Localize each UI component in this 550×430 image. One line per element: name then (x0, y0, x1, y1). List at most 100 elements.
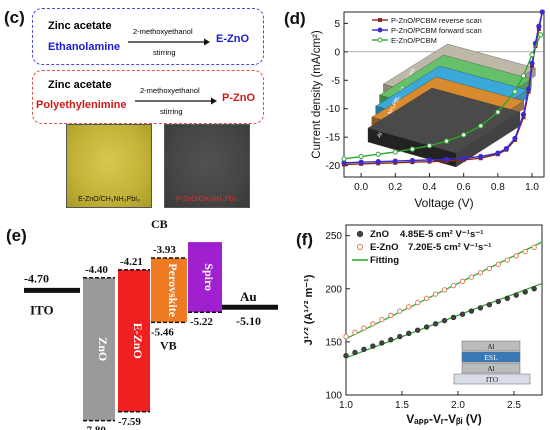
data-point (406, 304, 412, 310)
data-point (459, 278, 466, 285)
data-point (361, 346, 367, 353)
y-tick-label: -5 (331, 76, 340, 87)
data-point (358, 159, 364, 165)
data-point (341, 156, 347, 162)
inset-layer (461, 351, 521, 363)
legend-mobility: 4.85E-5 cm² V⁻¹s⁻¹ (400, 229, 483, 240)
data-point (531, 286, 537, 292)
data-point (461, 132, 467, 138)
vb-value: -7.80 (83, 425, 106, 430)
x-tick-label: 2.5 (507, 400, 521, 411)
layer-name: E-ZnO (131, 323, 145, 359)
y-tick-label: -20 (326, 161, 341, 172)
data-point (343, 333, 349, 340)
plot-frame (345, 224, 543, 396)
photo-e-zno-film: E-ZnO/CH₃NH₃PbI₃ (66, 124, 152, 208)
y-tick-label: 0 (334, 47, 340, 58)
data-point (520, 111, 527, 118)
band-2 (151, 258, 187, 323)
cb-label: CB (151, 217, 168, 231)
data-point (529, 60, 535, 66)
y-tick-label: -10 (326, 104, 341, 115)
ito-label: ITO (30, 302, 54, 317)
x-tick-label: 0.2 (388, 182, 402, 193)
synthesis-box-bottom (32, 70, 264, 124)
data-point (379, 340, 385, 346)
legend-mobility: 7.20E-5 cm² V⁻¹s⁻¹ (408, 242, 491, 253)
au-level-value: -5.10 (236, 314, 261, 328)
data-point (441, 317, 448, 324)
data-point (486, 301, 493, 308)
data-point (521, 115, 526, 120)
bottom-arrow (135, 97, 217, 105)
y-tick-label: 150 (325, 337, 342, 348)
legend-marker (377, 27, 383, 33)
cb-value: -4.40 (85, 264, 108, 276)
sclc-chart: (f) 1.0 1.5 2.0 2.5 100 150 200 250 Vₐₚₚ-Vᵣ-Vᵦᵢ … (296, 224, 543, 426)
data-point (361, 325, 367, 331)
band-1 (118, 269, 150, 412)
data-point (529, 52, 535, 58)
legend-entry: P-ZnO/PCBM reverse scan (391, 16, 482, 25)
data-point (443, 138, 450, 144)
y-tick-label: 100 (325, 391, 342, 402)
data-point (539, 9, 545, 15)
data-point (468, 274, 475, 280)
top-process: stirring (153, 48, 176, 57)
inset-layer-top (367, 87, 521, 154)
y-axis-label: Current density (mA/cm²) (311, 30, 323, 159)
data-point (392, 158, 398, 164)
data-point (443, 156, 450, 162)
inset-layer-label: Al (376, 132, 384, 139)
data-point (459, 311, 466, 317)
data-point (397, 333, 403, 340)
data-point (461, 155, 467, 161)
y-tick-label: -15 (326, 133, 341, 144)
legend-series-name: E-ZnO (370, 242, 399, 253)
vb-label: VB (160, 338, 177, 352)
x-axis-label: Voltage (V) (414, 196, 473, 210)
data-point (392, 149, 398, 155)
data-point (537, 32, 544, 38)
data-point (495, 298, 502, 305)
data-point (531, 244, 537, 251)
panel-f: (f) 1.0 1.5 2.0 2.5 100 150 200 250 Vₐₚₚ-Vᵣ-Vᵦᵢ … (290, 215, 550, 430)
inset-layer (461, 340, 521, 352)
panel-e-label: (e) (6, 226, 27, 245)
au-label: Au (240, 289, 257, 304)
vb-value: -5.22 (190, 316, 213, 328)
data-point (495, 109, 501, 115)
data-point (522, 289, 528, 295)
ito-level-value: -4.70 (24, 271, 49, 285)
data-point (478, 153, 484, 160)
bottom-product: P-ZnO (222, 92, 255, 104)
y-tick-label: 200 (325, 284, 342, 295)
x-tick-label: 0.4 (423, 182, 437, 193)
data-point (536, 23, 542, 29)
data-point (397, 308, 403, 314)
band-3 (188, 242, 222, 313)
x-tick-label: 1.0 (339, 400, 353, 411)
inset-layer-label: Al (487, 342, 495, 351)
top-reagent: Zinc acetate (48, 20, 112, 32)
legend-fitting: Fitting (370, 255, 399, 266)
panel-e: (e) -4.70 ITO Au -5.10 ZnO -4.40 -7.80 E-ZnO -4.… (0, 215, 290, 430)
vb-value: -5.46 (151, 326, 174, 338)
series-line-2 (343, 34, 542, 160)
cb-value: -4.21 (120, 256, 143, 268)
data-point (370, 321, 376, 327)
top-product: E-ZnO (216, 33, 249, 45)
bottom-reagent: Zinc acetate (48, 79, 112, 91)
data-point (379, 316, 385, 323)
legend-marker (356, 230, 364, 238)
photo-e-zno-caption: E-ZnO/CH₃NH₃PbI₃ (78, 196, 140, 203)
data-point (503, 145, 509, 152)
data-point (423, 324, 430, 330)
x-tick-label: 0.6 (457, 182, 471, 193)
x-tick-label: 1.0 (525, 182, 539, 193)
data-point (388, 312, 394, 319)
x-axis-label: Vₐₚₚ-Vᵣ-Vᵦᵢ (V) (406, 412, 482, 426)
data-point (495, 261, 502, 268)
panel-f-label: (f) (296, 230, 313, 249)
data-point (450, 314, 457, 321)
